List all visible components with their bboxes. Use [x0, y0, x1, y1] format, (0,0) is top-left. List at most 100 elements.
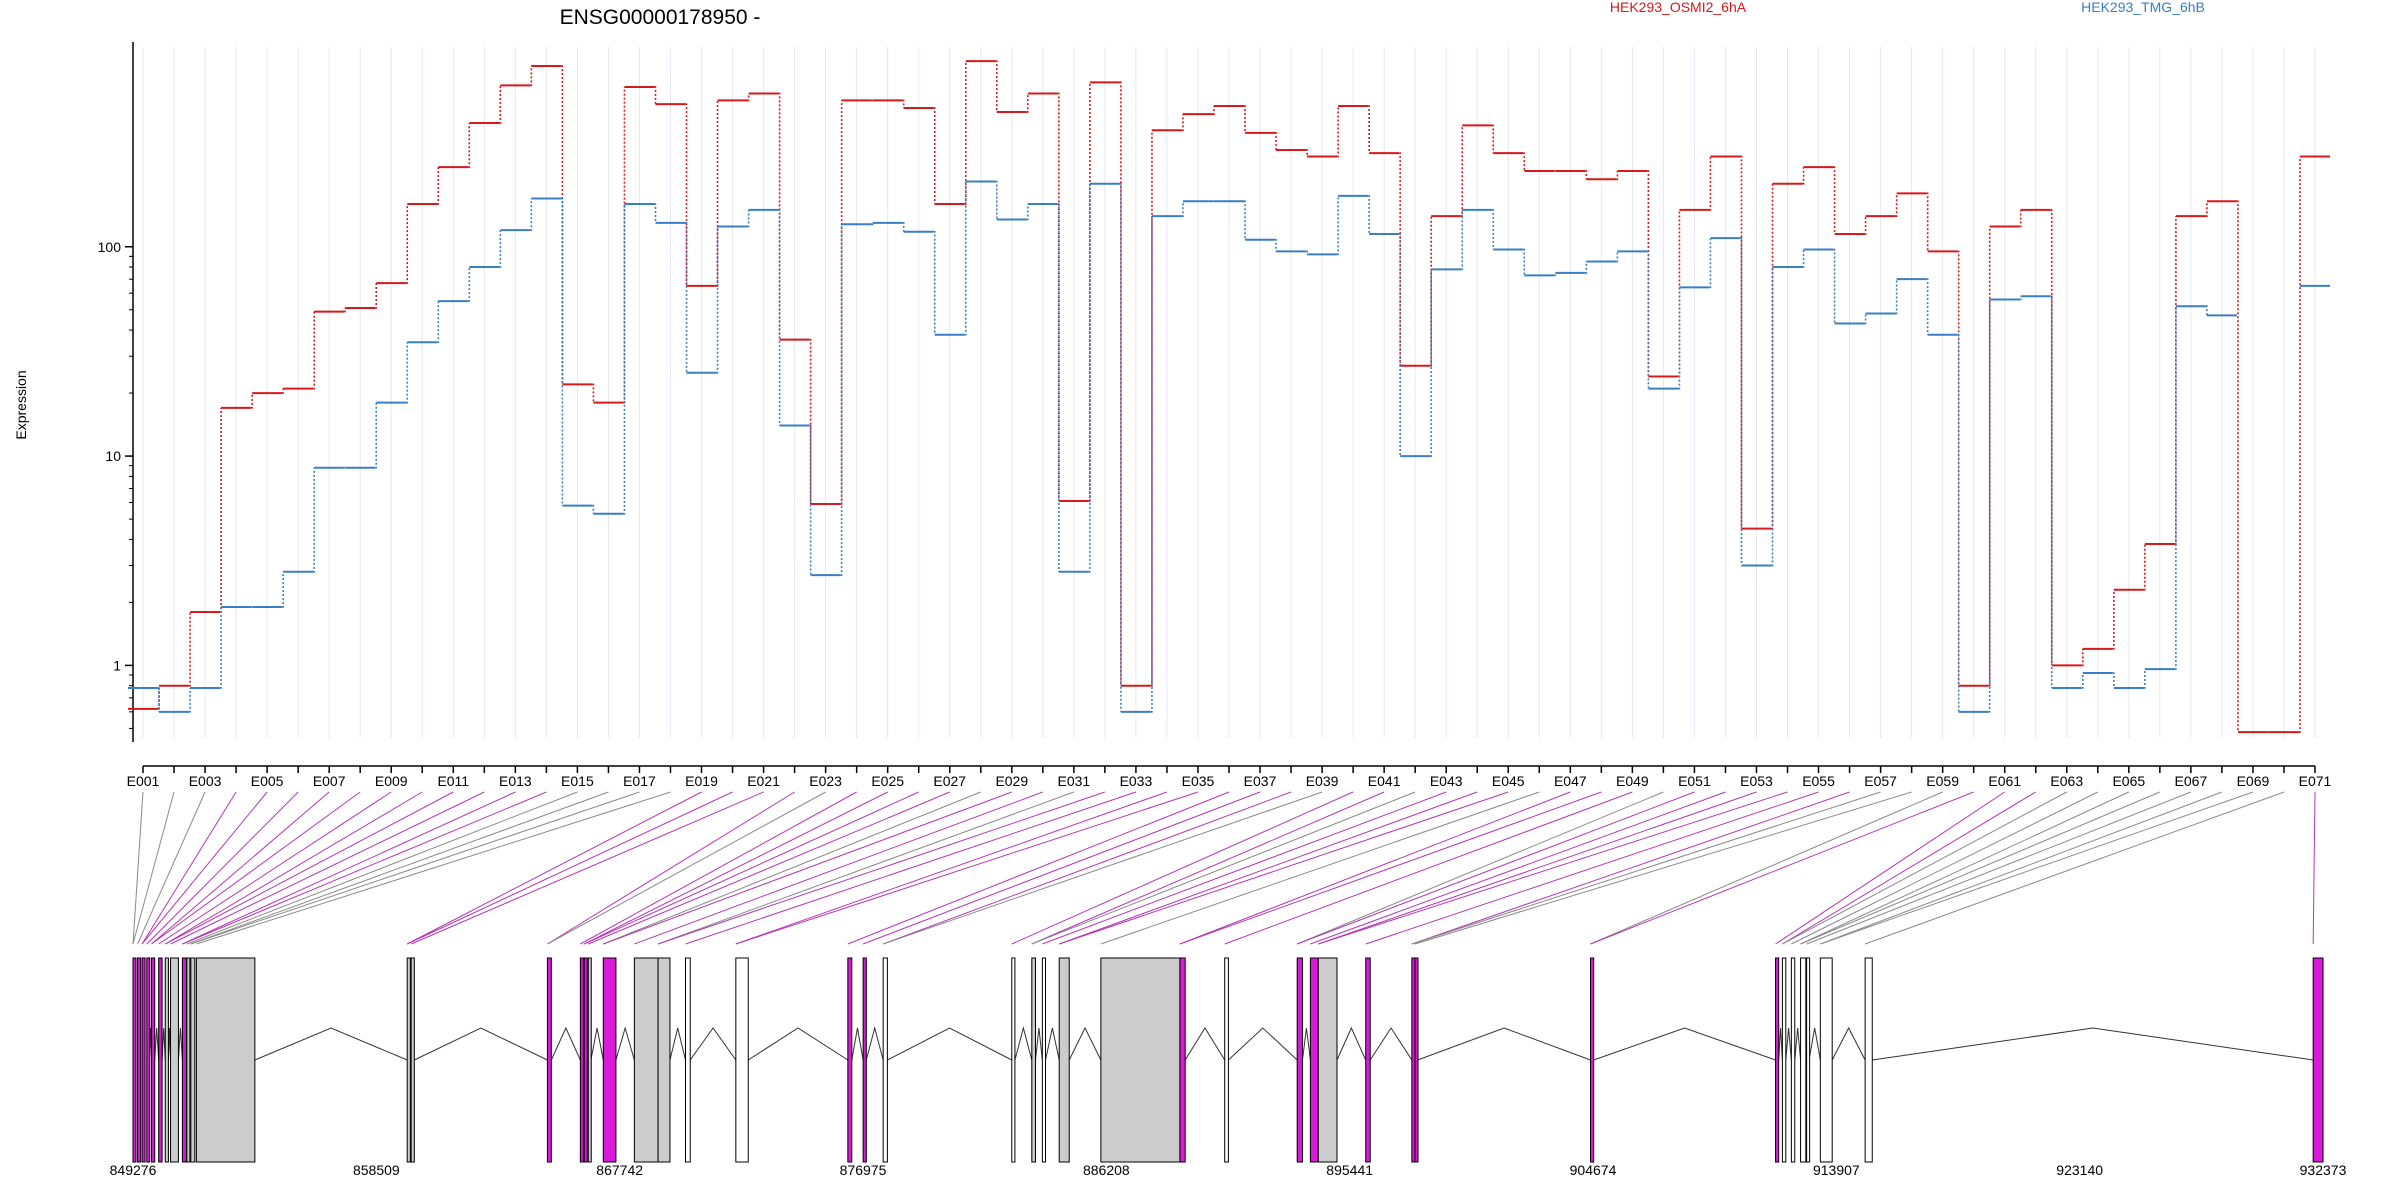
- exon-box: [186, 957, 191, 1163]
- exon-box: [181, 957, 187, 1163]
- exon-box: [1864, 957, 1873, 1163]
- x-tick-label: E029: [995, 773, 1028, 789]
- exon-connector: [1179, 791, 1571, 945]
- exon-box: [1365, 957, 1371, 1163]
- series-connector: [778, 209, 781, 426]
- series-connector: [747, 209, 750, 228]
- exon-connector: [165, 791, 454, 945]
- intron: [1778, 1027, 1783, 1061]
- series-connector: [1088, 183, 1091, 573]
- exon-box: [847, 957, 853, 1163]
- x-tick-label: E025: [871, 773, 904, 789]
- series-connector: [530, 66, 533, 87]
- exon-connector: [196, 791, 671, 945]
- exon-box: [164, 957, 169, 1163]
- series-connector: [561, 65, 564, 385]
- exon-box: [1800, 957, 1807, 1163]
- x-tick-label: E047: [1554, 773, 1587, 789]
- exon-connector: [190, 791, 609, 945]
- series-connector: [1957, 250, 1960, 686]
- exon-box: [579, 957, 584, 1163]
- series-connector: [1244, 105, 1246, 133]
- y-tick-label: 1: [113, 657, 121, 673]
- exon-connector: [1782, 791, 2068, 945]
- legend-label-osmi2: HEK293_OSMI2_6hA: [1610, 0, 1747, 15]
- exon-connector: [141, 791, 268, 945]
- exon-box: [1781, 957, 1787, 1163]
- series-connector: [530, 198, 533, 231]
- series-connector: [1647, 170, 1650, 377]
- x-tick-label: E019: [685, 773, 718, 789]
- series-connector: [2081, 672, 2084, 689]
- exon-connector: [584, 791, 888, 945]
- exon-connector: [132, 791, 144, 945]
- series-connector: [716, 226, 719, 374]
- intron: [254, 1027, 408, 1061]
- series-connector: [809, 338, 812, 505]
- intron: [1593, 1027, 1776, 1061]
- exon-box: [1819, 957, 1833, 1163]
- x-tick-label: E017: [623, 773, 656, 789]
- exon-connector: [634, 791, 1044, 945]
- series-connector: [1150, 130, 1153, 687]
- series-connector: [654, 203, 657, 223]
- x-tick-label: E015: [561, 773, 594, 789]
- series-connector: [2019, 296, 2022, 301]
- intron: [747, 1027, 849, 1061]
- series-connector: [1709, 156, 1712, 211]
- coordinate-label: 895441: [1326, 1162, 1373, 1178]
- intron: [161, 1027, 166, 1061]
- expression-lines: [128, 60, 2330, 734]
- exon-connector: [1820, 791, 2254, 945]
- exon-connector: [182, 791, 547, 945]
- series-connector: [468, 123, 471, 168]
- intron: [1872, 1027, 2314, 1061]
- series-connector: [871, 222, 874, 226]
- exon-box: [1058, 957, 1070, 1163]
- exon-connector: [1059, 791, 1509, 945]
- series-connector: [1275, 238, 1277, 252]
- series-connector: [654, 86, 657, 105]
- intron: [1831, 1026, 1866, 1061]
- gene-model: 849276 858509 867742 876975 886208 895441 9046…: [110, 957, 2347, 1178]
- series-connector: [2112, 672, 2115, 688]
- exon-connector: [137, 791, 206, 945]
- intron: [689, 1027, 737, 1061]
- x-tick-label: E023: [809, 773, 842, 789]
- exon-box: [1041, 957, 1047, 1163]
- exon-connector: [1800, 791, 2161, 945]
- series-connector: [747, 93, 750, 102]
- intron: [1794, 1027, 1802, 1061]
- series-connector: [344, 307, 347, 313]
- series-connector: [2081, 648, 2084, 667]
- series-connector: [1585, 261, 1588, 274]
- exon-connector: [1059, 791, 1478, 945]
- series-connector: [1212, 106, 1215, 115]
- series-connector: [220, 607, 222, 689]
- exon-connector: [1590, 791, 1974, 945]
- x-tick-label: E027: [933, 773, 966, 789]
- series-connector: [1957, 333, 1960, 712]
- series-connector: [1492, 124, 1495, 154]
- intron: [154, 1027, 160, 1061]
- coordinate-label: 858509: [353, 1162, 400, 1178]
- exon-box: [633, 957, 659, 1163]
- exon-connector: [685, 791, 1137, 945]
- exon-connector: [1179, 791, 1602, 945]
- x-tick-label: E041: [1368, 773, 1401, 789]
- exon-box: [1296, 957, 1303, 1163]
- series-connector: [1771, 267, 1774, 567]
- x-tick-label: E049: [1616, 773, 1649, 789]
- exon-box: [735, 957, 749, 1163]
- series-connector: [2298, 156, 2301, 733]
- series-connector: [840, 224, 843, 576]
- series-connector: [1119, 182, 1122, 712]
- exon-connector: [1310, 791, 1726, 945]
- intron: [887, 1027, 1013, 1061]
- series-connector: [2143, 544, 2146, 591]
- series-connector: [406, 342, 409, 404]
- x-tick-label: E057: [1864, 773, 1897, 789]
- series-connector: [1461, 209, 1464, 271]
- exon-connector: [547, 791, 795, 945]
- exon-box: [151, 957, 156, 1163]
